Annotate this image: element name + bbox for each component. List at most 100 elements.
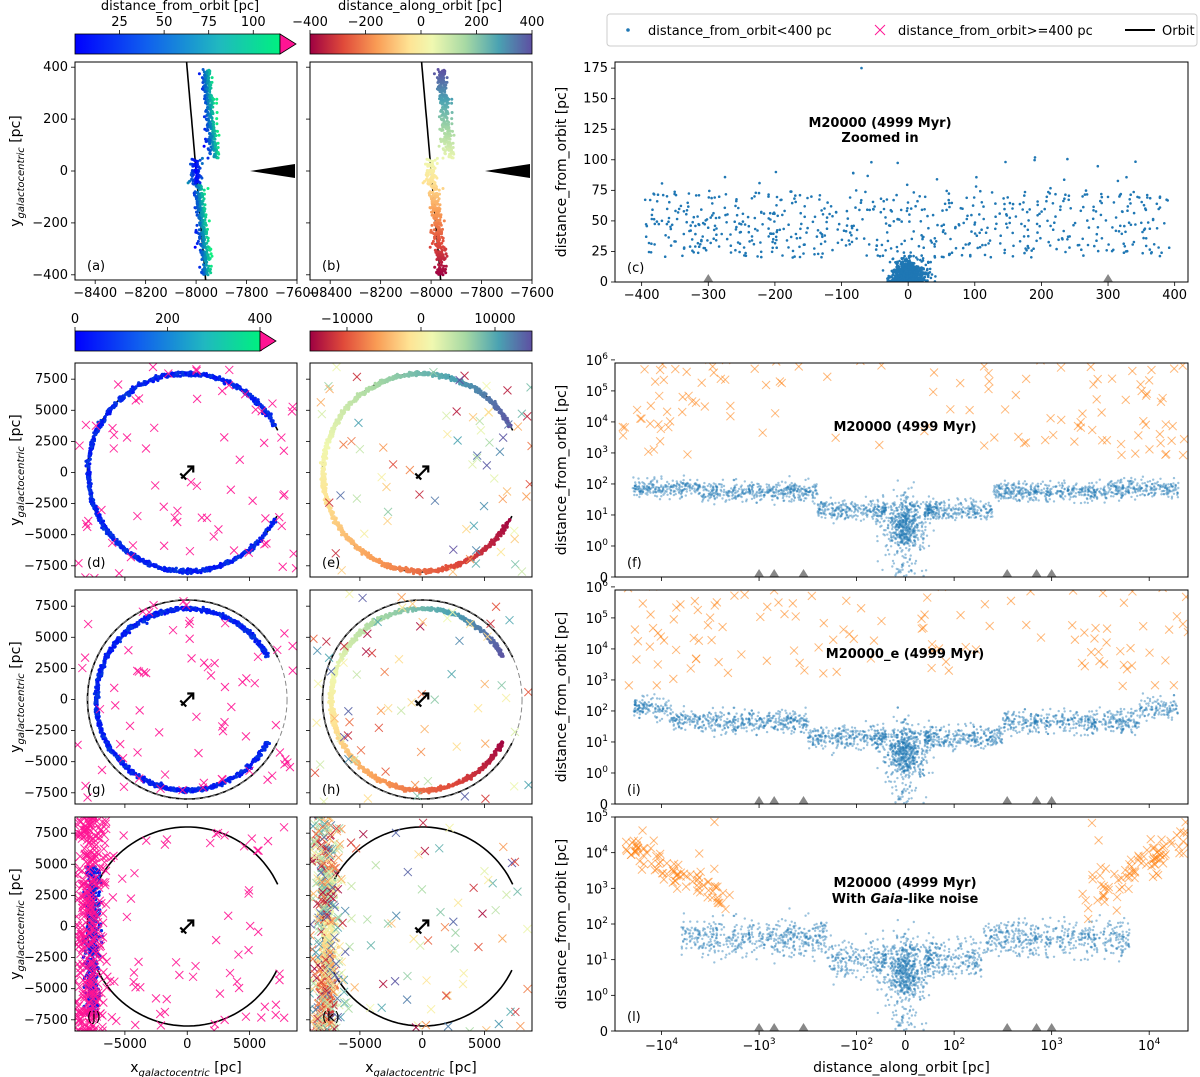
outlier-marker [291, 563, 297, 573]
data-point [669, 227, 673, 231]
data-point [1083, 193, 1087, 196]
outlier-marker [185, 546, 195, 556]
data-point [1003, 202, 1006, 206]
data-point [1033, 156, 1037, 159]
data-point [435, 192, 439, 195]
outlier-marker [262, 538, 271, 548]
data-point [205, 71, 209, 74]
data-point [831, 214, 834, 218]
data-point [192, 164, 196, 168]
data-point [1066, 238, 1069, 241]
data-point [1148, 227, 1152, 230]
data-point [706, 226, 710, 229]
data-point [994, 227, 997, 231]
data-point [209, 134, 213, 138]
data-point [980, 228, 983, 231]
data-point [195, 223, 199, 227]
plot-area [185, 62, 295, 280]
data-point [818, 194, 822, 197]
data-point [774, 235, 778, 239]
data-point [447, 137, 451, 141]
data-point [924, 263, 928, 267]
data-point [1157, 246, 1160, 249]
data-point [210, 80, 214, 84]
data-point [933, 242, 936, 246]
data-point [1063, 197, 1066, 200]
data-point [753, 216, 757, 220]
data-point [713, 196, 716, 199]
plot-area [420, 62, 530, 280]
data-point [447, 129, 451, 133]
data-point [436, 68, 440, 71]
data-point [206, 227, 209, 231]
data-point [842, 229, 846, 232]
data-point [252, 547, 256, 551]
data-point [196, 190, 200, 194]
data-point [673, 190, 676, 194]
data-point [213, 141, 217, 145]
data-point [986, 226, 989, 230]
data-point [806, 226, 809, 230]
data-point [670, 223, 674, 227]
outlier-marker [126, 552, 136, 562]
data-point [767, 227, 770, 230]
data-point [201, 68, 205, 71]
data-point [429, 169, 433, 173]
data-point [435, 162, 439, 165]
data-point [150, 563, 154, 567]
data-point [916, 199, 919, 203]
outlier-marker [259, 438, 269, 448]
data-point [431, 190, 435, 194]
panel-c: −400 −300 −200 −100 0 100 200 300 40017515012510… [554, 61, 1189, 303]
data-point [429, 230, 433, 234]
data-point [748, 240, 751, 243]
data-point [929, 260, 932, 264]
data-point [753, 227, 757, 231]
data-point [995, 222, 998, 226]
tick-label: −2500 [24, 497, 68, 512]
data-point [1081, 237, 1084, 241]
data-point [775, 204, 778, 207]
data-point [895, 268, 899, 271]
data-point [431, 162, 434, 166]
data-point [165, 569, 169, 573]
data-point [787, 246, 790, 249]
data-point [1062, 178, 1066, 181]
outlier-marker [113, 380, 123, 389]
data-point [1049, 224, 1052, 228]
data-point [198, 221, 202, 225]
data-point [1095, 239, 1098, 242]
data-point [926, 260, 930, 264]
data-point [1148, 248, 1152, 251]
data-point [894, 274, 898, 278]
data-point [131, 390, 135, 394]
data-point [198, 181, 202, 185]
data-point [200, 271, 204, 275]
legend-inside-marker [626, 28, 630, 32]
data-point [197, 198, 201, 201]
data-point [211, 132, 215, 136]
data-point [825, 220, 828, 224]
data-point [828, 212, 831, 216]
data-point [440, 250, 444, 254]
data-point [209, 374, 213, 378]
data-point [900, 267, 904, 271]
data-point [204, 101, 207, 105]
data-point [845, 224, 849, 227]
panel-label: (d) [87, 556, 105, 571]
data-point [778, 228, 782, 232]
data-point [1160, 251, 1163, 254]
outlier-marker [192, 394, 202, 404]
colorbar-label: distance_along_orbit [pc] [338, 0, 502, 14]
data-point [660, 219, 664, 223]
data-point [209, 145, 213, 149]
data-point [100, 423, 104, 427]
data-point [836, 228, 839, 231]
data-point [1087, 226, 1091, 229]
data-point [954, 225, 957, 229]
data-point [734, 228, 738, 231]
data-point [701, 235, 704, 238]
data-point [445, 254, 449, 258]
data-point [441, 98, 444, 102]
data-point [940, 224, 943, 228]
